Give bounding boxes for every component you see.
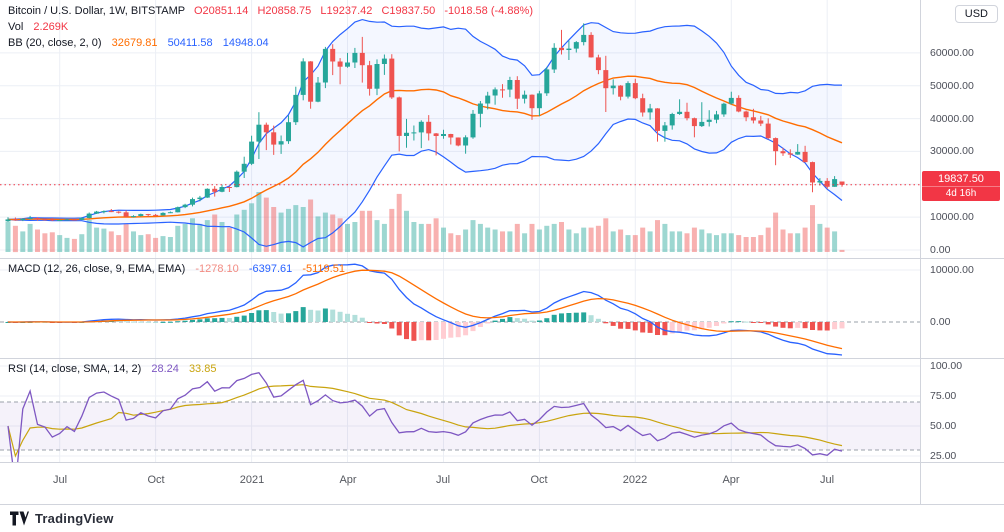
high-value: 20858.75 [265,5,312,17]
open-label: O [193,5,203,17]
bb-upper-value: 50411.58 [167,37,213,49]
tradingview-logo-icon[interactable] [10,511,29,526]
time-axis-label: Jul [435,474,451,486]
price-axis[interactable]: USD 19837.50 4d 16h 60000.00 50000.00 4000… [920,0,1004,504]
bar-countdown: 4d 16h [922,186,1000,200]
rsi-legend-row[interactable]: RSI (14, close, SMA, 14, 2) 28.24 33.85 [8,363,216,376]
tradingview-brand-text[interactable]: TradingView [35,511,114,526]
macd-line-value: -6397.61 [248,263,293,275]
price-axis-label: 30000.00 [930,145,974,158]
time-axis-label: Apr [722,474,740,486]
price-axis-label: 10000.00 [930,211,974,224]
macd-axis-label: 10000.00 [930,264,974,276]
volume-legend-row[interactable]: Vol 2.269K [8,21,68,34]
time-axis-label: 2021 [239,474,265,486]
close-label: C [381,5,390,17]
rsi-axis-label: 100.00 [930,360,963,372]
rsi-value: 28.24 [151,363,179,375]
rsi-axis-label: 50.00 [930,420,957,432]
close-value: 19837.50 [389,5,436,17]
price-axis-label: 60000.00 [930,46,974,59]
macd-axis-label: 0.00 [930,316,951,328]
rsi-axis-label: 25.00 [930,450,957,462]
pane-divider[interactable] [0,258,1004,259]
symbol-legend-row[interactable]: Bitcoin / U.S. Dollar, 1W, BITSTAMP O208… [8,5,533,18]
bb-lower-value: 14948.04 [222,37,269,49]
time-axis-divider [0,462,1004,463]
symbol-title: Bitcoin / U.S. Dollar, 1W, BITSTAMP [8,5,185,17]
time-axis-label: Oct [530,474,548,486]
rsi-axis-label: 75.00 [930,390,957,402]
change-value: -1018.58 (-4.88%) [444,5,534,17]
current-price-value: 19837.50 [938,173,984,185]
time-axis-label: Apr [339,474,357,486]
price-axis-label: 50000.00 [930,79,974,92]
price-axis-label: 0.00 [930,244,951,256]
rsi-sma-value: 33.85 [188,363,217,375]
macd-signal-value: -5119.51 [302,263,345,275]
high-label: H [257,5,266,17]
time-axis-label: Oct [147,474,165,486]
current-price-badge: 19837.50 4d 16h [922,171,1000,201]
low-label: L [320,5,327,17]
bb-label: BB (20, close, 2, 0) [8,37,102,49]
macd-hist-value: -1278.10 [195,263,239,275]
macd-label: MACD (12, 26, close, 9, EMA, EMA) [8,263,186,275]
volume-label: Vol [8,21,24,33]
pane-divider[interactable] [0,358,1004,359]
macd-pane-canvas[interactable] [0,258,920,358]
bb-basis-value: 32679.81 [111,37,158,49]
time-axis-label: Jul [52,474,68,486]
time-axis-label: 2022 [622,474,648,486]
volume-value: 2.269K [33,21,69,33]
footer-divider [0,504,1004,505]
time-axis[interactable]: Jul Oct 2021 Apr Jul Oct 2022 Apr Jul [0,462,920,504]
open-value: 20851.14 [202,5,249,17]
footer-bar: TradingView [0,505,1004,532]
price-axis-label: 40000.00 [930,112,974,125]
currency-unit-button[interactable]: USD [954,5,998,23]
bb-legend-row[interactable]: BB (20, close, 2, 0) 32679.81 50411.58 1… [8,37,269,50]
price-pane-canvas[interactable] [0,0,920,258]
rsi-pane-canvas[interactable] [0,358,920,462]
rsi-label: RSI (14, close, SMA, 14, 2) [8,363,142,375]
low-value: 19237.42 [326,5,373,17]
time-axis-label: Jul [819,474,835,486]
macd-legend-row[interactable]: MACD (12, 26, close, 9, EMA, EMA) -1278.… [8,263,345,276]
